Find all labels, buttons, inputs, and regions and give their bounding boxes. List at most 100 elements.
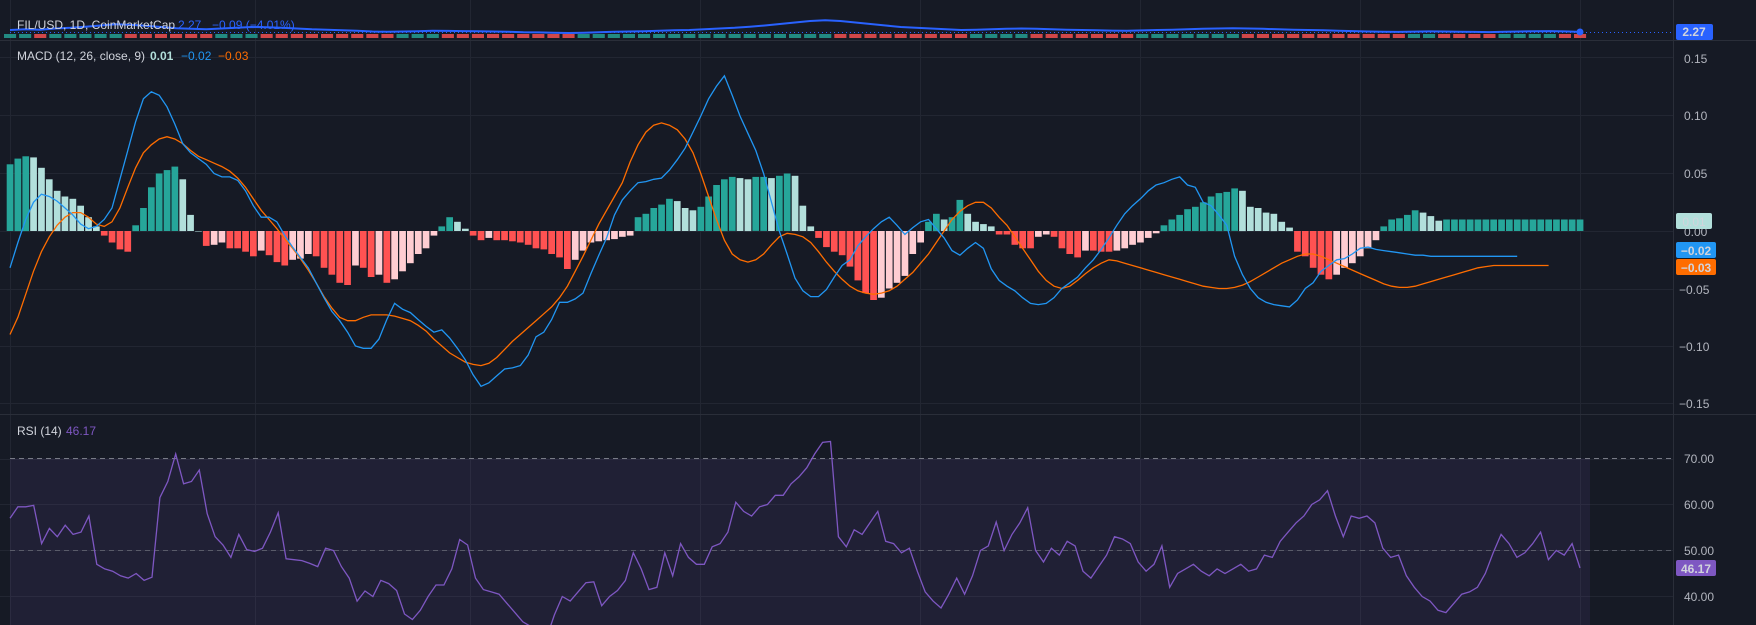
histogram-bar (1482, 219, 1490, 231)
histogram-bar (776, 175, 783, 231)
histogram-bar (430, 231, 438, 236)
volume-bar (1196, 34, 1209, 38)
histogram-bar (375, 231, 383, 275)
histogram-bar (305, 231, 312, 254)
volume-bar (939, 34, 952, 38)
volume-bar (1090, 34, 1103, 38)
volume-bar (834, 34, 847, 38)
histogram-bar (972, 221, 979, 231)
histogram-bar (548, 231, 555, 254)
volume-bar (185, 34, 198, 38)
histogram-bar (925, 221, 932, 231)
histogram-bar (124, 231, 132, 252)
volume-bar (1211, 34, 1224, 38)
rsi-pane[interactable] (9, 440, 1673, 625)
volume-bar (970, 34, 983, 38)
price-line (9, 19, 1581, 35)
price-legend-close: 2.27 (178, 18, 202, 32)
volume-bar (170, 34, 183, 38)
histogram-bar (1561, 219, 1568, 231)
histogram-bar (148, 187, 155, 231)
volume-bar (1106, 34, 1119, 38)
histogram-bar (1286, 227, 1293, 232)
histogram-bar (38, 167, 45, 232)
volume-bar (1256, 34, 1269, 38)
volume-bar (789, 34, 802, 38)
histogram-bar (1097, 231, 1105, 252)
histogram-bar (477, 231, 485, 241)
histogram-bar (752, 176, 760, 231)
histogram-bar (705, 196, 712, 231)
price-pane[interactable] (4, 19, 1673, 38)
rsi-axis-ticks: 70.00 60.00 50.00 40.00 (1684, 452, 1714, 604)
macd-hist-badge-bg (1676, 213, 1712, 229)
histogram-bar (1372, 231, 1380, 241)
volume-bar (275, 34, 288, 38)
histogram-bar (1341, 231, 1348, 268)
histogram-bar (45, 179, 53, 232)
histogram-bar (399, 231, 406, 272)
histogram-bar (320, 231, 328, 268)
histogram-bar (642, 213, 650, 232)
volume-bar (381, 34, 394, 38)
volume-bar (336, 34, 349, 38)
volume-bar (426, 34, 439, 38)
histogram-bar (1066, 231, 1074, 254)
histogram-bar (1443, 219, 1450, 231)
macd-tick: −0.15 (1679, 397, 1710, 411)
volume-bar (260, 34, 273, 38)
volume-bar (1392, 34, 1405, 38)
volume-bar (1513, 34, 1526, 38)
histogram-bar (108, 231, 116, 243)
volume-bar (1226, 34, 1239, 38)
histogram-bar (878, 231, 885, 298)
histogram-bar (509, 231, 516, 242)
volume-bar (290, 34, 303, 38)
macd-pane[interactable] (6, 74, 1584, 388)
histogram-bar (870, 231, 877, 300)
volume-bar (215, 34, 228, 38)
volume-bar (351, 34, 364, 38)
histogram-bar (1050, 231, 1058, 237)
volume-bar (1000, 34, 1013, 38)
volume-bar (396, 34, 409, 38)
rsi-legend-name: RSI (14) (17, 424, 62, 438)
histogram-bar (650, 208, 658, 231)
volume-bar (1272, 34, 1285, 38)
volume-bar (471, 34, 484, 38)
histogram-bar (760, 176, 767, 231)
histogram-bar (681, 208, 689, 231)
volume-bar (1287, 34, 1300, 38)
histogram-bar (846, 231, 854, 267)
histogram-bar (1160, 225, 1168, 232)
histogram-bar (407, 231, 414, 264)
volume-bar (849, 34, 862, 38)
histogram-bar (579, 231, 587, 251)
histogram-bar (1113, 231, 1121, 251)
volume-bar (1302, 34, 1315, 38)
histogram-bar (179, 179, 187, 232)
histogram-bar (619, 231, 626, 237)
volume-bar (683, 34, 696, 38)
volume-bar (592, 34, 605, 38)
histogram-bar (1042, 231, 1050, 235)
histogram-bar (171, 166, 179, 231)
rsi-tick: 70.00 (1684, 452, 1714, 466)
macd-legend-hist: 0.01 (150, 49, 174, 63)
volume-bar (909, 34, 922, 38)
histogram-bar (987, 226, 995, 231)
macd-tick: 0.10 (1684, 109, 1708, 123)
histogram-bar (1184, 209, 1191, 231)
histogram-bar (1333, 231, 1340, 275)
histogram-bar (1074, 231, 1081, 258)
histogram-bar (995, 231, 1003, 235)
volume-bar (607, 34, 620, 38)
volume-bar (1151, 34, 1164, 38)
histogram-bar (1121, 231, 1129, 249)
volume-bar (1438, 34, 1451, 38)
volume-bar (139, 34, 152, 38)
histogram-bar (454, 221, 461, 231)
volume-bar (109, 34, 122, 38)
volume-bar (456, 34, 469, 38)
